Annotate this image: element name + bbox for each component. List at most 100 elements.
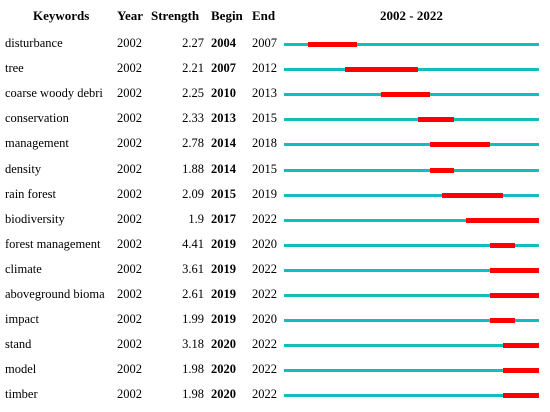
begin-cell: 2007	[211, 61, 236, 76]
timeline-track	[284, 393, 539, 399]
begin-cell: 2017	[211, 211, 236, 226]
timeline-track	[284, 318, 539, 324]
timeline-baseline	[284, 394, 539, 398]
table-row: density 2002 1.88 2014 2015	[0, 161, 550, 186]
timeline-track	[284, 368, 539, 374]
timeline-baseline	[284, 243, 539, 247]
keyword-cell: climate	[5, 261, 42, 276]
timeline-track	[284, 167, 539, 173]
timeline-track	[284, 142, 539, 148]
timeline-baseline	[284, 218, 539, 222]
timeline-baseline	[284, 294, 539, 297]
burst-bar	[417, 117, 454, 123]
year-cell: 2002	[117, 387, 142, 402]
end-cell: 2022	[252, 387, 277, 402]
begin-cell: 2019	[211, 312, 236, 327]
timeline-baseline	[284, 118, 539, 122]
strength-cell: 1.9	[188, 211, 204, 226]
burst-bar	[502, 368, 539, 374]
keyword-cell: stand	[5, 337, 32, 352]
keyword-cell: density	[5, 161, 42, 176]
begin-cell: 2015	[211, 186, 236, 201]
begin-cell: 2019	[211, 287, 236, 301]
table-row: disturbance 2002 2.27 2004 2007	[0, 35, 550, 60]
timeline-track	[284, 67, 539, 73]
begin-cell: 2019	[211, 261, 236, 276]
strength-cell: 1.88	[182, 161, 204, 176]
year-cell: 2002	[117, 261, 142, 276]
keyword-cell: disturbance	[5, 36, 63, 50]
table-row: coarse woody debri 2002 2.25 2010 2013	[0, 85, 550, 110]
table-row: conservation 2002 2.33 2013 2015	[0, 110, 550, 135]
header-begin: Begin	[211, 8, 243, 23]
strength-cell: 2.21	[182, 61, 204, 76]
table-row: tree 2002 2.21 2007 2012	[0, 60, 550, 85]
keyword-cell: impact	[5, 312, 40, 327]
header-keywords: Keywords	[33, 8, 90, 23]
timeline-track	[284, 217, 539, 223]
table-row: impact 2002 1.99 2019 2020	[0, 311, 550, 336]
strength-cell: 4.41	[182, 236, 204, 251]
timeline-baseline	[284, 369, 539, 373]
burst-bar	[502, 393, 539, 399]
table-row: aboveground bioma 2002 2.61 2019 2022	[0, 286, 550, 311]
timeline-track	[284, 242, 539, 248]
end-cell: 2019	[252, 186, 277, 201]
table-row: management 2002 2.78 2014 2018	[0, 135, 550, 160]
burst-bar	[490, 293, 539, 298]
burst-bar	[344, 67, 418, 73]
header-year: Year	[117, 8, 143, 23]
burst-bar	[429, 167, 454, 173]
timeline-baseline	[284, 168, 539, 172]
timeline-baseline	[284, 43, 539, 46]
timeline-track	[284, 192, 539, 198]
end-cell: 2013	[252, 86, 277, 101]
begin-cell: 2020	[211, 337, 236, 352]
end-cell: 2020	[252, 312, 277, 327]
strength-cell: 1.98	[182, 362, 204, 377]
header-strength: Strength	[151, 8, 200, 23]
keyword-cell: forest management	[5, 236, 101, 251]
end-cell: 2022	[252, 362, 277, 377]
keyword-cell: conservation	[5, 111, 69, 126]
burst-bar	[429, 142, 491, 148]
strength-cell: 1.99	[182, 312, 204, 327]
strength-cell: 2.61	[182, 287, 204, 301]
table-row: forest management 2002 4.41 2019 2020	[0, 236, 550, 261]
end-cell: 2015	[252, 161, 277, 176]
begin-cell: 2014	[211, 136, 236, 151]
timeline-baseline	[284, 319, 539, 323]
keyword-cell: biodiversity	[5, 211, 65, 226]
begin-cell: 2020	[211, 387, 236, 402]
end-cell: 2015	[252, 111, 277, 126]
strength-cell: 2.33	[182, 111, 204, 126]
begin-cell: 2013	[211, 111, 236, 126]
end-cell: 2022	[252, 287, 277, 301]
keyword-cell: aboveground bioma	[5, 287, 105, 301]
timeline-track	[284, 92, 539, 98]
timeline-baseline	[284, 143, 539, 147]
year-cell: 2002	[117, 236, 142, 251]
begin-cell: 2020	[211, 362, 236, 377]
table-row: model 2002 1.98 2020 2022	[0, 361, 550, 386]
year-cell: 2002	[117, 136, 142, 151]
table-row: stand 2002 3.18 2020 2022	[0, 336, 550, 361]
year-cell: 2002	[117, 337, 142, 352]
keyword-cell: management	[5, 136, 69, 151]
year-cell: 2002	[117, 86, 142, 101]
timeline-track	[284, 267, 539, 273]
strength-cell: 2.09	[182, 186, 204, 201]
burst-bar	[441, 192, 503, 198]
burst-bar	[502, 343, 539, 349]
keyword-cell: coarse woody debri	[5, 86, 103, 101]
year-cell: 2002	[117, 186, 142, 201]
burst-bar	[490, 267, 539, 273]
timeline-track	[284, 117, 539, 123]
end-cell: 2020	[252, 236, 277, 251]
burst-bar	[490, 242, 515, 248]
header-end: End	[252, 8, 276, 23]
begin-cell: 2010	[211, 86, 236, 101]
table-row: biodiversity 2002 1.9 2017 2022	[0, 211, 550, 236]
table-row: rain forest 2002 2.09 2015 2019	[0, 186, 550, 211]
keyword-cell: tree	[5, 61, 24, 76]
